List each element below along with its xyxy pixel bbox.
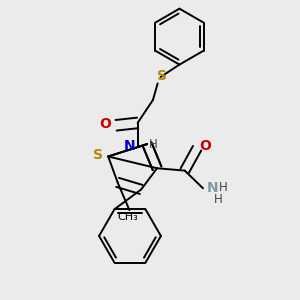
- Text: H: H: [219, 181, 228, 194]
- Text: H: H: [214, 193, 223, 206]
- Text: N: N: [124, 140, 135, 154]
- Text: S: S: [93, 148, 103, 162]
- Text: CH₃: CH₃: [118, 212, 138, 222]
- Text: H: H: [149, 138, 158, 151]
- Text: O: O: [99, 117, 111, 131]
- Text: S: S: [157, 68, 167, 83]
- Text: N: N: [206, 181, 218, 195]
- Text: O: O: [200, 139, 211, 153]
